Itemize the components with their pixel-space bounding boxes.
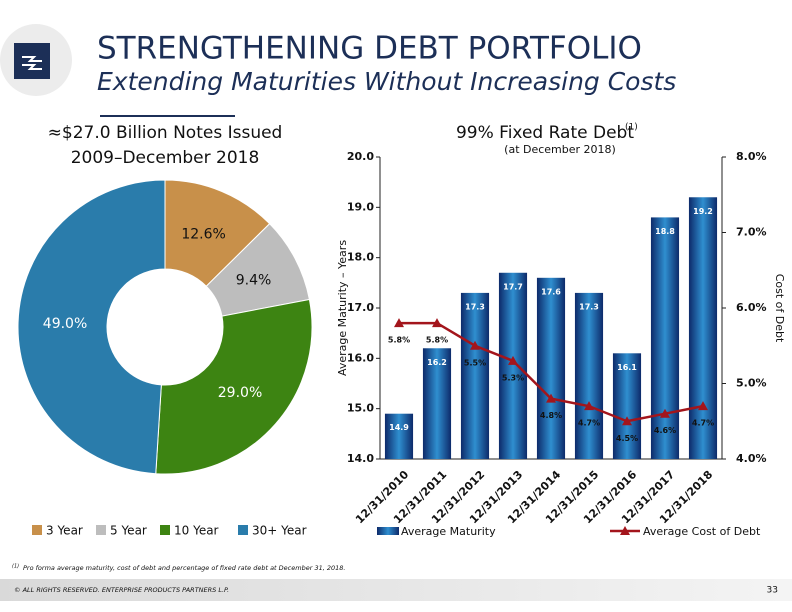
y2-tick-label: 6.0% — [736, 301, 767, 314]
bar — [612, 353, 642, 459]
line-marker — [470, 340, 480, 350]
bar-value-label: 19.2 — [693, 207, 713, 216]
copyright: © ALL RIGHTS RESERVED. ENTERPRISE PRODUC… — [14, 586, 229, 594]
line-value-label: 5.8% — [388, 336, 410, 345]
slide-subtitle: Extending Maturities Without Increasing … — [97, 67, 676, 96]
y2-tick-label: 5.0% — [736, 377, 767, 390]
page-number: 33 — [767, 586, 778, 596]
bar — [498, 272, 528, 459]
line-value-label: 5.3% — [502, 373, 524, 382]
bar — [688, 197, 718, 459]
y2-tick-label: 4.0% — [736, 452, 767, 465]
legend-swatch — [377, 527, 399, 535]
line-marker — [546, 393, 556, 403]
legend-marker — [620, 526, 630, 535]
y-tick-label: 16.0 — [347, 351, 374, 364]
line-value-label: 4.5% — [616, 434, 638, 443]
bar — [422, 348, 452, 459]
legend-swatch — [32, 525, 42, 535]
line-marker — [394, 318, 404, 328]
line-value-label: 5.8% — [426, 336, 448, 345]
slice-label: 49.0% — [43, 316, 87, 332]
bar-value-label: 16.2 — [427, 358, 447, 367]
slice-label: 29.0% — [218, 385, 262, 401]
y-tick-label: 19.0 — [347, 200, 374, 213]
chart-title: 99% Fixed Rate Debt — [456, 123, 634, 143]
logo-mark — [22, 56, 42, 70]
line-marker — [584, 401, 594, 411]
legend-swatch — [96, 525, 106, 535]
line-value-label: 4.7% — [692, 419, 714, 428]
chart-subtitle: (at December 2018) — [504, 143, 616, 156]
y2-axis-label: Cost of Debt — [773, 274, 786, 343]
y-tick-label: 14.0 — [347, 452, 374, 465]
footer-bar — [0, 579, 792, 601]
line-marker — [508, 355, 518, 365]
bar-value-label: 18.8 — [655, 227, 675, 236]
legend-label: 30+ Year — [252, 524, 307, 538]
line-marker — [660, 408, 670, 418]
chart-title: ≈$27.0 Billion Notes Issued — [48, 123, 283, 143]
slide-title: STRENGTHENING DEBT PORTFOLIO — [97, 31, 642, 67]
legend-label: 10 Year — [174, 524, 219, 538]
slice-label: 9.4% — [236, 272, 272, 288]
bar — [460, 292, 490, 459]
y-tick-label: 17.0 — [347, 301, 374, 314]
bar-value-label: 17.3 — [465, 302, 485, 311]
chart-subtitle: 2009–December 2018 — [71, 148, 260, 168]
bar-value-label: 17.6 — [541, 287, 561, 296]
title-note: (1) — [625, 123, 638, 133]
footnote: Pro forma average maturity, cost of debt… — [23, 564, 345, 572]
legend-label: 5 Year — [110, 524, 147, 538]
footnote-marker: (1) — [12, 564, 19, 570]
y-axis-label: Average Maturity – Years — [336, 240, 349, 376]
legend-label: 3 Year — [46, 524, 83, 538]
line-value-label: 4.8% — [540, 411, 562, 420]
legend-label: Average Cost of Debt — [643, 525, 761, 538]
bar-value-label: 14.9 — [389, 423, 409, 432]
line-value-label: 5.5% — [464, 358, 486, 367]
legend-label: Average Maturity — [401, 525, 496, 538]
line-marker — [698, 401, 708, 411]
line-marker — [622, 416, 632, 426]
legend-swatch — [238, 525, 248, 535]
line-value-label: 4.7% — [578, 419, 600, 428]
donut-slice — [17, 179, 166, 475]
bar — [574, 292, 604, 459]
line-marker — [432, 318, 442, 328]
y2-tick-label: 8.0% — [736, 150, 767, 163]
y2-tick-label: 7.0% — [736, 226, 767, 239]
y-tick-label: 18.0 — [347, 251, 374, 264]
bar — [536, 277, 566, 459]
bar-value-label: 16.1 — [617, 363, 637, 372]
y-tick-label: 15.0 — [347, 402, 374, 415]
donut-slice — [155, 298, 313, 475]
bar-value-label: 17.7 — [503, 282, 523, 291]
bar — [384, 413, 414, 459]
legend-swatch — [160, 525, 170, 535]
slice-label: 12.6% — [181, 227, 225, 243]
y-tick-label: 20.0 — [347, 150, 374, 163]
bar-value-label: 17.3 — [579, 302, 599, 311]
bar — [650, 217, 680, 459]
line-value-label: 4.6% — [654, 426, 676, 435]
